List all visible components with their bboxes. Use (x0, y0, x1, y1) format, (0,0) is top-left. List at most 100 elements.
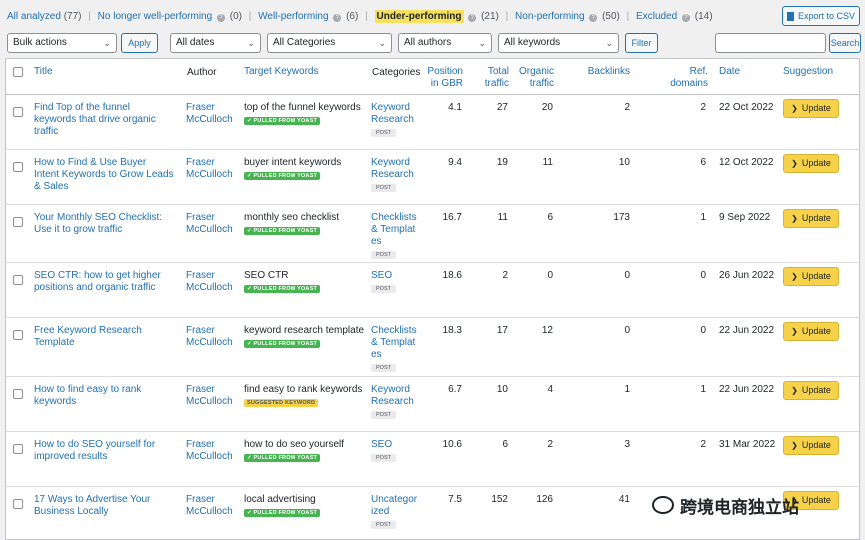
target-keyword: SEO CTR (244, 270, 289, 281)
filter-non-performing[interactable]: Non-performing (515, 11, 585, 22)
filter-excluded[interactable]: Excluded (636, 11, 678, 22)
column-author: Author (187, 67, 217, 78)
author-link[interactable]: Fraser McCulloch (186, 384, 233, 407)
keywords-select[interactable]: All keywords ⌄ (498, 33, 619, 53)
authors-select[interactable]: All authors ⌄ (398, 33, 492, 53)
author-link[interactable]: Fraser McCulloch (186, 325, 233, 348)
help-icon[interactable]: ? (589, 14, 598, 22)
total-traffic-value: 152 (491, 494, 508, 505)
post-title-link[interactable]: How to do SEO yourself for improved resu… (34, 439, 156, 462)
row-checkbox[interactable] (13, 444, 23, 454)
row-checkbox[interactable] (13, 499, 23, 509)
update-button[interactable]: ❯ Update (783, 209, 839, 228)
chevron-right-icon: ❯ (791, 386, 798, 395)
ref-domains-value: 0 (700, 270, 706, 281)
category-link[interactable]: SEO (371, 270, 393, 281)
update-button[interactable]: ❯ Update (783, 322, 839, 341)
total-traffic-value: 27 (496, 102, 508, 113)
backlinks-value: 41 (618, 494, 630, 505)
row-checkbox[interactable] (13, 107, 23, 117)
help-icon[interactable]: ? (468, 14, 477, 22)
category-link[interactable]: SEO (371, 439, 393, 450)
filter-button[interactable]: Filter (625, 33, 658, 53)
category-cell: Checklists & Templates POST (371, 212, 419, 260)
column-suggestion[interactable]: Suggestion (783, 66, 834, 77)
column-organic-traffic[interactable]: Organic traffic (518, 66, 554, 89)
chevron-right-icon: ❯ (791, 496, 798, 505)
column-backlinks[interactable]: Backlinks (587, 66, 630, 77)
post-title-link[interactable]: 17 Ways to Advertise Your Business Local… (34, 494, 151, 517)
bulk-actions-select[interactable]: Bulk actions ⌄ (7, 33, 117, 53)
total-traffic-value: 6 (502, 439, 508, 450)
select-all-checkbox[interactable] (13, 67, 23, 77)
post-title-link[interactable]: How to Find & Use Buyer Intent Keywords … (34, 157, 174, 192)
column-position[interactable]: Position in GBR (427, 66, 463, 89)
row-checkbox[interactable] (13, 275, 23, 285)
search-input[interactable] (715, 33, 826, 53)
help-icon[interactable]: ? (681, 14, 690, 22)
filter-count: (14) (694, 11, 713, 22)
author-link[interactable]: Fraser McCulloch (186, 270, 233, 293)
category-link[interactable]: Keyword Research (371, 102, 414, 125)
category-link[interactable]: Keyword Research (371, 157, 414, 180)
target-keyword-cell: monthly seo checklist ✓ PULLED FROM YOAST (244, 212, 369, 236)
column-date[interactable]: Date (719, 66, 741, 77)
date-value: 22 Jun 2022 (719, 384, 775, 395)
table-row: Your Monthly SEO Checklist: Use it to gr… (6, 204, 859, 263)
keyword-source-badge: ✓ PULLED FROM YOAST (244, 172, 321, 180)
post-title-link[interactable]: Free Keyword Research Template (34, 325, 142, 348)
filter-count: (6) (346, 11, 359, 22)
column-target-keywords[interactable]: Target Keywords (244, 66, 319, 77)
row-checkbox[interactable] (13, 217, 23, 227)
filter-no-longer-well-performing[interactable]: No longer well-performing (97, 11, 213, 22)
organic-traffic-value: 20 (541, 102, 553, 113)
categories-select[interactable]: All Categories ⌄ (267, 33, 392, 53)
post-type-tag: POST (371, 411, 396, 419)
author-link[interactable]: Fraser McCulloch (186, 212, 233, 235)
post-title-link[interactable]: Your Monthly SEO Checklist: Use it to gr… (34, 212, 163, 235)
category-link[interactable]: Checklists & Templates (371, 325, 417, 360)
category-link[interactable]: Uncategorized (371, 494, 418, 517)
date-value: 12 Oct 2022 (719, 157, 774, 168)
author-link[interactable]: Fraser McCulloch (186, 439, 233, 462)
position-value: 6.7 (448, 384, 462, 395)
post-title-link[interactable]: SEO CTR: how to get higher positions and… (34, 270, 161, 293)
category-link[interactable]: Checklists & Templates (371, 212, 417, 247)
category-cell: Checklists & Templates POST (371, 325, 419, 373)
keyword-source-badge: ✓ PULLED FROM YOAST (244, 509, 321, 517)
author-link[interactable]: Fraser McCulloch (186, 157, 233, 180)
filter-under-performing[interactable]: Under-performing (374, 10, 464, 23)
help-icon[interactable]: ? (333, 14, 342, 22)
category-link[interactable]: Keyword Research (371, 384, 414, 407)
organic-traffic-value: 0 (547, 270, 553, 281)
table-header: Title Author Target Keywords Categories … (6, 59, 859, 95)
keyword-source-badge: ✓ PULLED FROM YOAST (244, 285, 321, 293)
export-csv-button[interactable]: Export to CSV (782, 6, 860, 26)
update-button[interactable]: ❯ Update (783, 267, 839, 286)
update-button[interactable]: ❯ Update (783, 381, 839, 400)
author-link[interactable]: Fraser McCulloch (186, 494, 233, 517)
search-button[interactable]: Search (829, 33, 861, 53)
column-total-traffic[interactable]: Total traffic (484, 66, 509, 89)
apply-button[interactable]: Apply (121, 33, 158, 53)
post-title-link[interactable]: How to find easy to rank keywords (34, 384, 142, 407)
column-ref-domains[interactable]: Ref. domains (670, 66, 708, 89)
row-checkbox[interactable] (13, 389, 23, 399)
filter-well-performing[interactable]: Well-performing (258, 11, 329, 22)
row-checkbox[interactable] (13, 162, 23, 172)
keyword-source-badge: ✓ PULLED FROM YOAST (244, 454, 321, 462)
update-button[interactable]: ❯ Update (783, 436, 839, 455)
column-title[interactable]: Title (34, 66, 53, 77)
update-button[interactable]: ❯ Update (783, 491, 839, 510)
dates-select[interactable]: All dates ⌄ (170, 33, 261, 53)
document-icon (786, 11, 794, 21)
filter-all-analyzed[interactable]: All analyzed (7, 11, 61, 22)
row-checkbox[interactable] (13, 330, 23, 340)
author-link[interactable]: Fraser McCulloch (186, 102, 233, 125)
update-button[interactable]: ❯ Update (783, 99, 839, 118)
update-button[interactable]: ❯ Update (783, 154, 839, 173)
category-cell: SEO POST (371, 439, 419, 463)
help-icon[interactable]: ? (216, 14, 225, 22)
watermark: 跨境电商独立站 (652, 494, 799, 517)
post-title-link[interactable]: Find Top of the funnel keywords that dri… (34, 102, 156, 137)
